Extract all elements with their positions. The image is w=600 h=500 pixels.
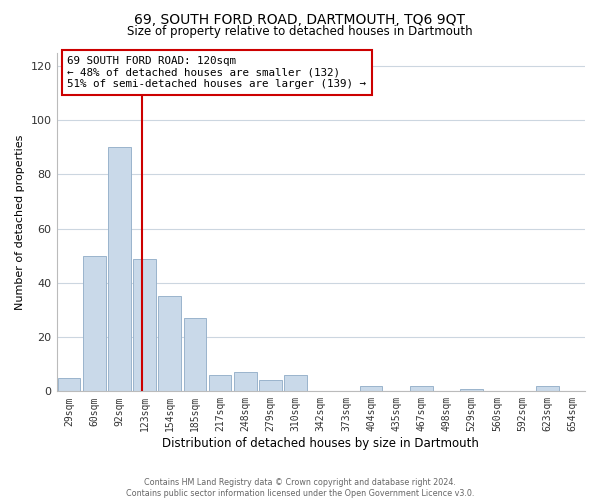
Bar [58,378,80,392]
Y-axis label: Number of detached properties: Number of detached properties [15,134,25,310]
Bar [234,372,257,392]
Text: 69 SOUTH FORD ROAD: 120sqm
← 48% of detached houses are smaller (132)
51% of sem: 69 SOUTH FORD ROAD: 120sqm ← 48% of deta… [67,56,366,89]
Bar [108,148,131,392]
Text: 69, SOUTH FORD ROAD, DARTMOUTH, TQ6 9QT: 69, SOUTH FORD ROAD, DARTMOUTH, TQ6 9QT [134,12,466,26]
Bar [410,386,433,392]
Bar [259,380,282,392]
Text: Contains HM Land Registry data © Crown copyright and database right 2024.
Contai: Contains HM Land Registry data © Crown c… [126,478,474,498]
X-axis label: Distribution of detached houses by size in Dartmouth: Distribution of detached houses by size … [163,437,479,450]
Bar [536,386,559,392]
Bar [209,375,232,392]
Bar [158,296,181,392]
Bar [133,258,156,392]
Bar [284,375,307,392]
Bar [83,256,106,392]
Bar [460,388,483,392]
Text: Size of property relative to detached houses in Dartmouth: Size of property relative to detached ho… [127,25,473,38]
Bar [360,386,382,392]
Bar [184,318,206,392]
